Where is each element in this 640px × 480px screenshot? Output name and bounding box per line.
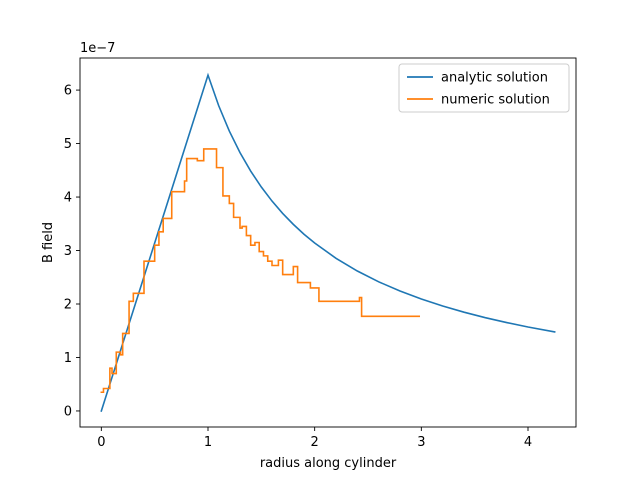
y-offset-label: 1e−7 <box>80 41 115 56</box>
series-line-step <box>100 148 420 394</box>
legend-box <box>398 63 570 113</box>
x-tick-label: 0 <box>97 435 105 450</box>
y-tick-label: 0 <box>64 404 72 419</box>
y-tick-label: 4 <box>64 191 72 206</box>
series-line-analytic <box>100 72 556 412</box>
y-tick-label: 1 <box>64 351 72 366</box>
y-tick-label: 3 <box>64 244 72 259</box>
legend-label-step: numeric solution <box>441 93 550 108</box>
x-axis-label: radius along cylinder <box>260 456 397 471</box>
x-tick-label: 4 <box>524 435 532 450</box>
x-tick-label: 2 <box>311 435 319 450</box>
y-axis-label: B field <box>41 222 56 263</box>
axes-frame <box>79 57 577 428</box>
x-tick-label: 1 <box>204 435 212 450</box>
y-tick-label: 2 <box>64 298 72 313</box>
plot-area <box>100 72 556 412</box>
y-tick-label: 6 <box>64 84 72 99</box>
legend[interactable]: analytic solution numeric solution <box>398 63 570 113</box>
y-tick-label: 5 <box>64 137 72 152</box>
legend-label-analytic: analytic solution <box>441 71 548 86</box>
axes: 0 1 2 3 4 0 1 2 3 4 5 6 1e−7 radius along cylinder B f… <box>41 41 577 471</box>
x-tick-label: 3 <box>417 435 425 450</box>
